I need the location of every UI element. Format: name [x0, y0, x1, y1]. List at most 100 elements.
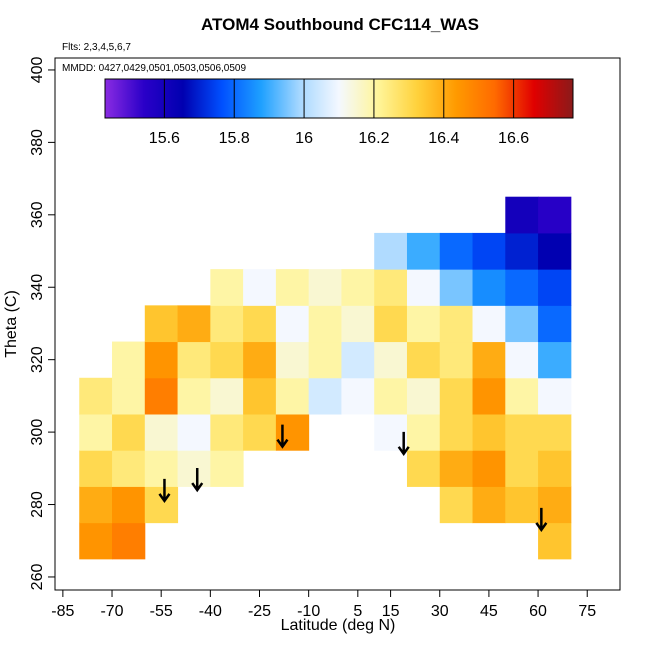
heat-cell [243, 305, 277, 343]
heat-cell [538, 269, 572, 306]
x-tick-label: -55 [150, 603, 173, 620]
heat-cell [406, 305, 441, 343]
subtitle: Flts: 2,3,4,5,6,7 [62, 42, 131, 53]
colorbar-tick-label: 15.8 [219, 130, 250, 147]
heat-cell [472, 269, 506, 306]
heat-cell [112, 486, 146, 524]
heat-cell [406, 450, 441, 487]
heat-cell [275, 269, 310, 306]
heat-cell [275, 305, 310, 343]
x-tick-label: 60 [529, 603, 547, 620]
colorbar [104, 78, 574, 119]
heat-cell [505, 341, 539, 379]
heat-cell [210, 413, 244, 451]
arrow [397, 431, 410, 456]
heat-cell [406, 413, 441, 451]
heat-cell [472, 450, 506, 487]
heat-cell [472, 232, 506, 270]
heat-cell [144, 377, 179, 415]
annotation: MMDD: 0427,0429,0501,0503,0506,0509 [62, 63, 246, 74]
colorbar-tick-label: 16 [295, 130, 313, 147]
heat-cell [505, 486, 539, 524]
heat-cell [406, 269, 441, 306]
x-tick-label: -40 [199, 603, 222, 620]
heat-cell [341, 269, 375, 306]
y-tick-label: 360 [29, 201, 46, 228]
heat-cell [374, 269, 408, 306]
y-tick-label: 380 [29, 129, 46, 156]
heat-cell [341, 341, 375, 379]
heat-cell [472, 341, 506, 379]
x-tick-label: -85 [51, 603, 74, 620]
heat-cell [79, 377, 113, 415]
heat-cell [144, 413, 179, 451]
y-tick-label: 280 [29, 491, 46, 518]
heat-cell [505, 305, 539, 343]
heat-cell [374, 232, 408, 270]
heat-cell [144, 486, 179, 524]
heat-cell [210, 269, 244, 306]
heat-cell [439, 269, 474, 306]
heat-cell [341, 377, 375, 415]
heat-cell [538, 413, 572, 451]
heat-cell [406, 377, 441, 415]
y-tick-label: 340 [29, 274, 46, 301]
heat-cell [406, 232, 441, 270]
arrow [276, 424, 289, 449]
heat-cell [472, 486, 506, 524]
colorbar-tick-label: 16.6 [498, 130, 529, 147]
y-axis-label: Theta (C) [3, 290, 20, 358]
heat-cell [210, 305, 244, 343]
heat-cell [374, 413, 408, 451]
heat-cell [505, 377, 539, 415]
heat-cell [472, 305, 506, 343]
heat-cell [439, 232, 474, 270]
heat-cell [79, 486, 113, 524]
heat-cell [439, 486, 474, 524]
heat-cell [308, 305, 342, 343]
heat-cell [505, 450, 539, 487]
x-tick-label: 5 [353, 603, 362, 620]
heat-cell [144, 305, 179, 343]
heat-cell [538, 232, 572, 270]
colorbar-tick-label: 16.4 [428, 130, 459, 147]
heat-cell [243, 413, 277, 451]
heat-cell [177, 305, 211, 343]
chart-title: ATOM4 Southbound CFC114_WAS [201, 15, 479, 34]
heat-cell [308, 341, 342, 379]
heat-cell [439, 305, 474, 343]
x-tick-label: 15 [382, 603, 400, 620]
heat-cell [79, 413, 113, 451]
heat-cell [308, 269, 342, 306]
heat-cell [79, 450, 113, 487]
heat-cell [439, 341, 474, 379]
heat-cell [374, 305, 408, 343]
x-tick-label: 30 [431, 603, 449, 620]
heat-cell [112, 377, 146, 415]
colorbar-tick-label: 16.2 [358, 130, 389, 147]
heat-cell [112, 413, 146, 451]
heat-cell [112, 522, 146, 560]
plot-frame [54, 57, 621, 591]
heat-cell [177, 377, 211, 415]
y-tick-label: 260 [29, 564, 46, 591]
colorbar-tick-label: 15.6 [149, 130, 180, 147]
heat-cell [341, 305, 375, 343]
heat-cell [406, 341, 441, 379]
heat-cell [374, 341, 408, 379]
heat-cell [243, 377, 277, 415]
heat-cell [275, 341, 310, 379]
x-axis-label: Latitude (deg N) [281, 617, 396, 634]
heat-cell [177, 341, 211, 379]
heat-cell [439, 377, 474, 415]
heat-cell [210, 450, 244, 487]
x-tick-label: -25 [248, 603, 271, 620]
heat-cell [177, 450, 211, 487]
arrow [158, 478, 171, 504]
heat-cell [505, 196, 539, 234]
heat-cell [505, 413, 539, 451]
heat-cell [275, 377, 310, 415]
heat-cell [210, 341, 244, 379]
heat-cell [538, 450, 572, 487]
